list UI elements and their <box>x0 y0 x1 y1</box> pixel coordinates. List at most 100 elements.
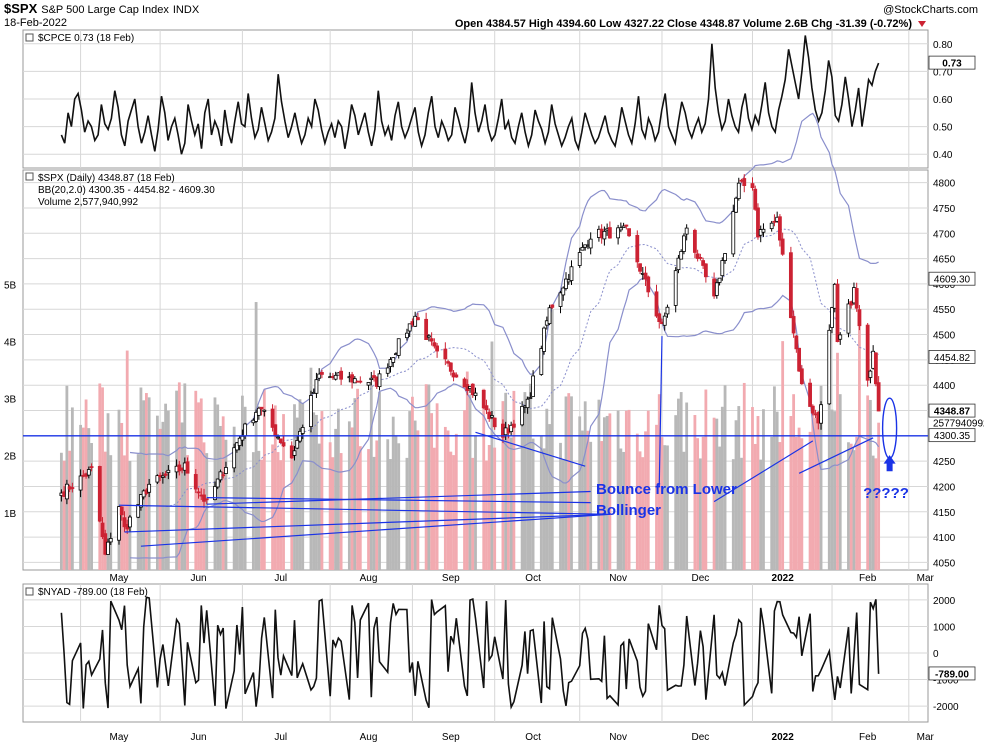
exchange: INDX <box>173 4 200 16</box>
candle-body <box>569 266 574 281</box>
volume-bar <box>583 401 587 570</box>
volume-bar <box>177 382 181 570</box>
down-triangle-icon <box>918 21 926 27</box>
nyad-tick-label: 0 <box>933 649 939 660</box>
x-tick-label: Dec <box>691 732 709 743</box>
volume-bar <box>117 409 121 570</box>
volume-bar <box>520 407 524 570</box>
candle-body <box>742 178 747 186</box>
candle-body <box>525 398 530 409</box>
candle-body <box>731 211 736 255</box>
volume-bar <box>183 383 187 570</box>
volume-title: Volume 2,577,940,992 <box>38 197 139 208</box>
volume-bar <box>578 416 582 570</box>
volume-bar <box>142 400 146 570</box>
candle-body <box>819 404 823 424</box>
volume-bar <box>454 433 458 570</box>
candle-body <box>643 272 648 280</box>
candle-body <box>473 392 478 396</box>
volume-bar <box>62 460 66 570</box>
volume-bar <box>65 385 69 570</box>
volume-bar <box>175 390 178 570</box>
candle-body <box>139 494 143 508</box>
volume-bar <box>276 452 280 570</box>
volume-bar <box>328 442 332 570</box>
annotations <box>23 336 928 547</box>
volume-bar <box>608 413 612 570</box>
volume-bar <box>282 414 285 570</box>
volume-bar <box>240 395 244 570</box>
candle-body <box>155 475 160 483</box>
x-tick-label: Sep <box>442 732 460 743</box>
volume-bar <box>465 371 469 570</box>
candle-body <box>753 188 758 210</box>
candle-body <box>163 473 168 476</box>
volume-bar <box>397 443 401 570</box>
candle-body <box>262 409 267 412</box>
trendline <box>475 431 586 467</box>
volume-bar <box>331 457 335 570</box>
volume-bar <box>742 382 746 570</box>
candle-body <box>577 252 582 266</box>
volume-bar <box>199 398 203 570</box>
volume-bar <box>701 436 705 570</box>
volume-bar <box>663 445 667 570</box>
volume-bar <box>731 459 735 570</box>
candle-body <box>160 475 165 478</box>
volume-bar <box>386 439 390 570</box>
candle-body <box>309 395 313 427</box>
x-tick-label: Aug <box>360 573 378 584</box>
volume-bar <box>827 394 831 570</box>
panel-titles: $CPCE 0.73 (18 Feb) $SPX (Daily) 4348.87… <box>25 33 215 598</box>
volume-bar <box>624 410 628 570</box>
volume-bar <box>778 442 782 570</box>
volume-bar <box>698 458 702 570</box>
volume-bar <box>271 444 274 570</box>
cpce-tick-label: 0.80 <box>933 40 953 51</box>
candle-body <box>838 334 843 340</box>
candle-body <box>78 475 83 491</box>
volume-bar <box>197 402 200 570</box>
volume-bar <box>539 435 543 570</box>
price-tick-label: 4500 <box>933 331 956 342</box>
candle-body <box>638 263 642 272</box>
volume-bar <box>109 455 113 570</box>
annotation-text-1: Bounce from Lower <box>596 481 737 498</box>
volume-bar <box>811 410 815 570</box>
candle-body <box>720 260 725 277</box>
x-tick-label: Mar <box>917 732 935 743</box>
volume-bar <box>405 457 409 570</box>
chart-date: 18-Feb-2022 <box>4 17 67 29</box>
candle-body <box>147 483 152 493</box>
candle-body <box>849 301 854 306</box>
nyad-tick-label: 2000 <box>933 596 956 607</box>
volume-bar <box>847 442 850 570</box>
volume-bar <box>797 427 801 570</box>
candle-body <box>193 474 198 490</box>
trendline <box>658 336 663 487</box>
nyad-line <box>60 596 880 710</box>
cpce-value-label: 0.73 <box>942 59 962 70</box>
volume-bar <box>378 391 381 570</box>
candle-body <box>692 229 697 253</box>
volume-bar <box>685 402 689 570</box>
volume-bar <box>586 430 590 570</box>
candle-body <box>616 227 621 239</box>
candle-body <box>646 276 651 293</box>
price-tick-label: 4700 <box>933 229 956 240</box>
volume-bar <box>293 404 296 570</box>
quote-line: Open 4384.57 High 4394.60 Low 4327.22 Cl… <box>455 18 912 30</box>
candle-body <box>295 440 300 449</box>
candle-body <box>86 469 91 476</box>
volume-bar <box>674 415 678 570</box>
candle-body <box>635 234 640 263</box>
candle-body <box>627 228 631 237</box>
candle-body <box>196 491 201 494</box>
volume-bar <box>644 431 647 570</box>
candle-body <box>528 397 533 399</box>
candle-body <box>320 372 324 375</box>
candle-body <box>580 247 585 251</box>
volume-bar <box>353 398 357 570</box>
volume-bar <box>485 460 488 570</box>
